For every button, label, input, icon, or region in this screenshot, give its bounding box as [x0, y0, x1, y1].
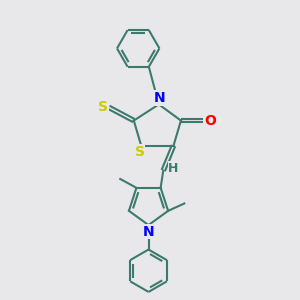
Text: S: S [98, 100, 109, 114]
Text: N: N [154, 91, 165, 105]
Text: N: N [143, 225, 154, 238]
Text: O: O [204, 114, 216, 128]
Text: H: H [168, 162, 179, 175]
Text: S: S [135, 145, 145, 159]
